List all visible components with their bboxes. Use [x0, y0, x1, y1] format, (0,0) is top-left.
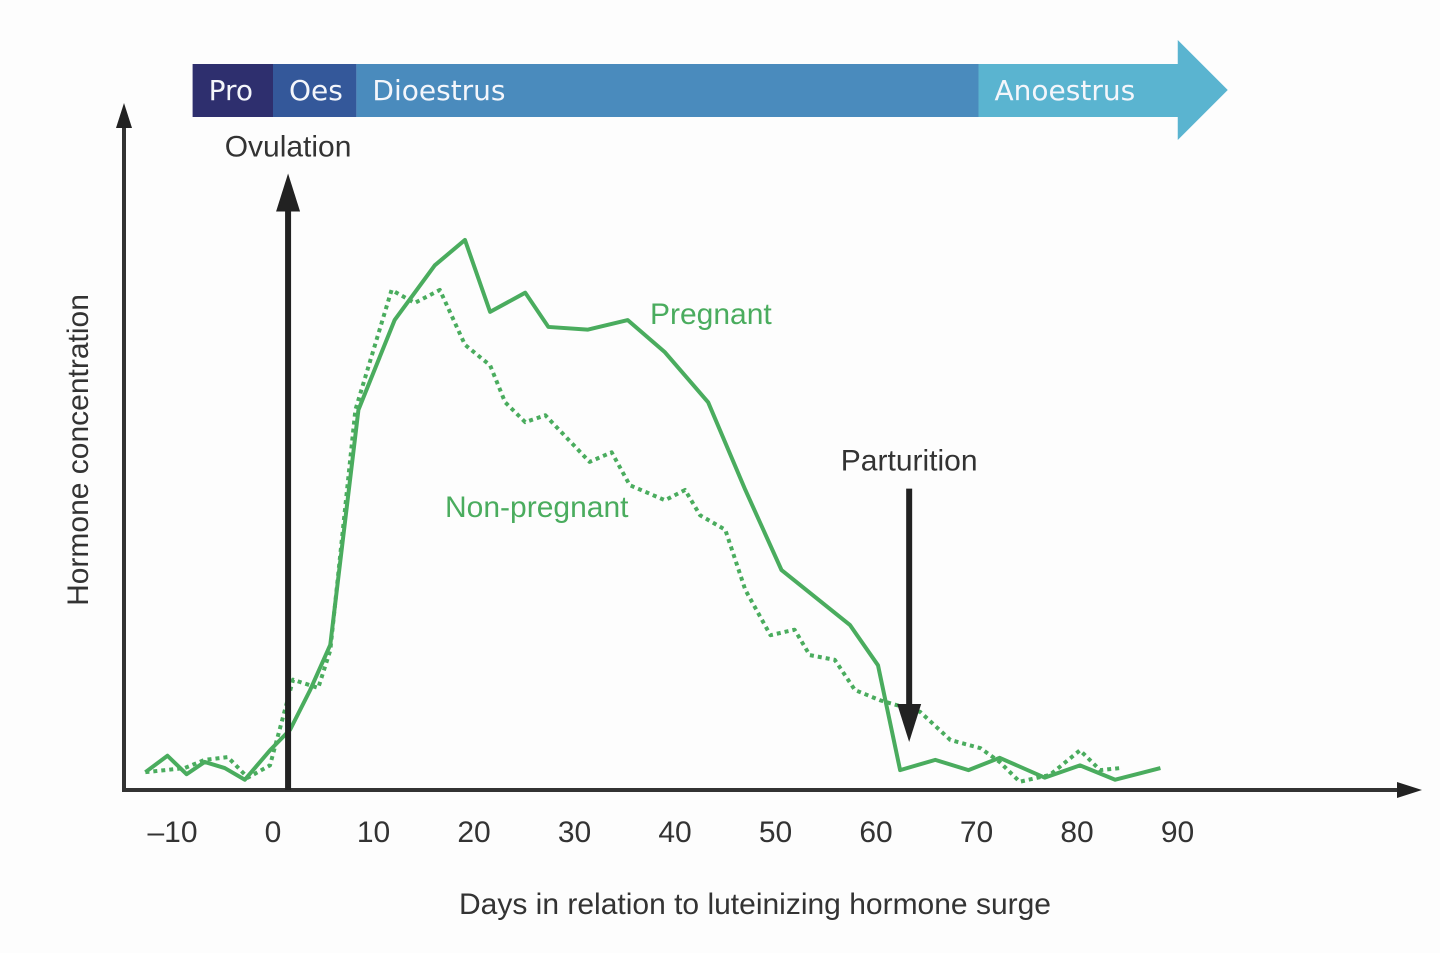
phase-segment-anoestrus	[978, 40, 1228, 140]
series-label-non-pregnant: Non-pregnant	[445, 491, 629, 524]
y-axis-label: Hormone concentration	[62, 294, 95, 606]
y-axis-arrow-icon	[116, 103, 132, 128]
ovulation-label: Ovulation	[225, 131, 352, 164]
series-line-non-pregnant	[145, 287, 1121, 784]
x-tick-label: 90	[1161, 816, 1194, 849]
x-tick-label: 70	[960, 816, 993, 849]
x-tick-label: 10	[357, 816, 390, 849]
phase-label-pro: Pro	[209, 74, 253, 107]
phase-label-dioestrus: Dioestrus	[372, 74, 505, 107]
x-tick-label: –10	[147, 816, 197, 849]
x-tick-label: 80	[1060, 816, 1093, 849]
x-tick-label: 60	[859, 816, 892, 849]
parturition-label: Parturition	[841, 445, 978, 478]
phase-segment-oes	[273, 64, 357, 117]
phase-segment-pro	[192, 64, 273, 117]
parturition-arrowhead-icon	[897, 704, 922, 743]
phase-label-anoestrus: Anoestrus	[995, 74, 1136, 107]
x-tick-label: 30	[558, 816, 591, 849]
x-tick-label: 40	[658, 816, 691, 849]
ovulation-arrowhead-icon	[276, 173, 301, 212]
x-axis-arrow-icon	[1397, 782, 1422, 798]
phase-segment-dioestrus	[356, 64, 979, 117]
x-axis-label: Days in relation to luteinizing hormone …	[459, 888, 1051, 921]
phase-bar: Pro Oes Dioestrus Anoestrus	[192, 40, 1228, 140]
x-tick-label: 20	[457, 816, 490, 849]
series-label-pregnant: Pregnant	[650, 298, 772, 331]
phase-label-oes: Oes	[289, 74, 343, 107]
x-tick-label: 0	[265, 816, 282, 849]
x-tick-label: 50	[759, 816, 792, 849]
